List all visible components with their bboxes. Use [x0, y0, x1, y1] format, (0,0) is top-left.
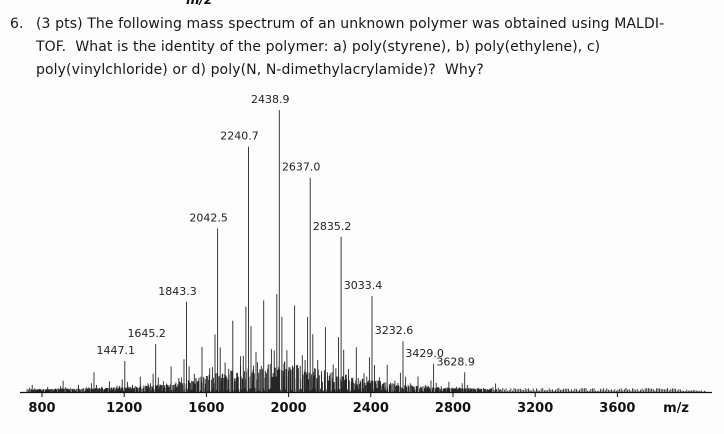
- x-tick-label: 1600: [188, 401, 224, 416]
- peak-label: 2438.9: [251, 93, 290, 106]
- question-line-3: poly(vinylchloride) or d) poly(N, N-dime…: [36, 62, 484, 78]
- clipped-axis-label: m/z: [186, 0, 246, 9]
- question-line-2: TOF. What is the identity of the polymer…: [36, 39, 601, 55]
- x-tick-label: 3200: [517, 401, 553, 416]
- x-tick-label: 2800: [435, 401, 471, 416]
- question-number: 6.: [10, 16, 24, 32]
- x-tick-label: 800: [28, 401, 55, 416]
- peak-label: 1645.2: [127, 327, 166, 340]
- peak-label: 3232.6: [375, 324, 414, 337]
- x-tick-label: 1200: [106, 401, 142, 416]
- x-tick-label: 3600: [599, 401, 635, 416]
- question-text: (3 pts) The following mass spectrum of a…: [36, 13, 718, 82]
- peak-label: 1843.3: [158, 285, 197, 298]
- question-block: 6. (3 pts) The following mass spectrum o…: [0, 0, 724, 82]
- peak-label: 3033.4: [344, 279, 383, 292]
- x-axis-unit-label: m/z: [663, 401, 689, 416]
- peak-label: 3429.0: [405, 347, 444, 360]
- spectrum-trace: [26, 110, 707, 392]
- peak-label: 2637.0: [282, 161, 321, 174]
- x-tick-label: 2400: [353, 401, 389, 416]
- clipped-mz-text: m/z: [186, 0, 212, 8]
- mass-spectrum-chart: 800 1200 1600 2000 2400 2800 3200 3600 m/z 1447.1…: [20, 93, 712, 416]
- peak-label: 2042.5: [189, 211, 228, 224]
- x-tick-label: 2000: [271, 401, 307, 416]
- peak-label: 2240.7: [220, 130, 259, 143]
- peak-label: 1447.1: [97, 344, 136, 357]
- peak-label: 3628.9: [436, 355, 475, 368]
- peak-label: 2835.2: [313, 220, 352, 233]
- question-line-1: (3 pts) The following mass spectrum of a…: [36, 16, 665, 32]
